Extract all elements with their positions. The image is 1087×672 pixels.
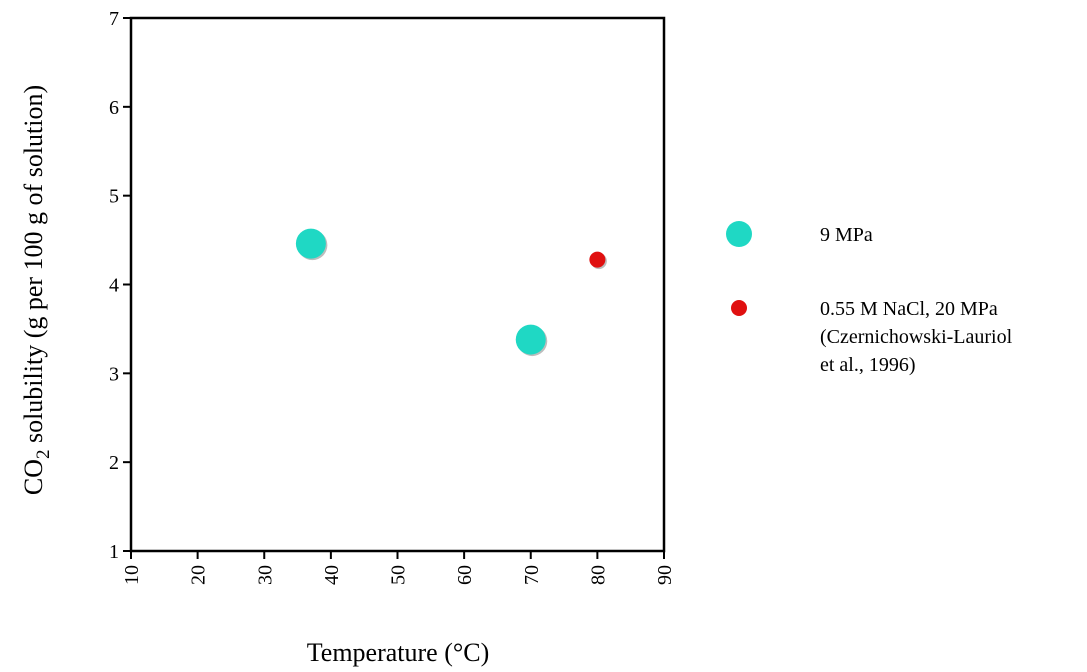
data-point-series-0 [515,324,546,355]
legend-label-nacl-line3: et al., 1996) [820,354,916,376]
y-axis-title-sub: 2 [33,450,54,460]
y-tick-label: 3 [109,363,119,385]
y-tick-label: 7 [109,8,119,30]
x-tick-label: 20 [188,565,210,585]
legend-label-nacl-line2: (Czernichowski-Lauriol [820,326,1013,348]
y-tick-label: 2 [109,452,119,474]
x-axis-title: Temperature (°C) [307,638,490,667]
legend: 9 MPa 0.55 M NaCl, 20 MPa (Czernichowski… [726,221,1013,376]
y-axis-title: CO2 solubility (g per 100 g of solution) [19,85,54,495]
data-points [295,228,607,357]
x-tick-label: 50 [388,565,410,585]
x-tick-label: 70 [521,565,543,585]
x-tick-label: 30 [254,565,276,585]
plot-frame [129,16,666,553]
y-axis-ticks: 1 2 3 4 5 6 7 [109,8,131,563]
x-tick-label: 60 [454,565,476,585]
x-tick-label: 90 [654,565,676,585]
legend-label-9mpa: 9 MPa [820,224,873,246]
x-tick-label: 10 [121,565,143,585]
x-tick-label: 80 [587,565,609,585]
y-axis-title-post: solubility (g per 100 g of solution) [19,85,48,450]
x-tick-label: 40 [321,565,343,585]
x-axis-ticks: 10 20 30 40 50 60 70 80 90 [121,551,676,585]
y-tick-label: 4 [109,275,119,297]
y-tick-label: 5 [109,186,119,208]
legend-marker-nacl [731,300,747,316]
y-tick-label: 1 [109,541,119,563]
y-axis-title-pre: CO [19,459,48,495]
y-tick-label: 6 [109,97,119,119]
legend-label-nacl-line1: 0.55 M NaCl, 20 MPa [820,298,998,320]
legend-marker-9mpa [726,221,752,247]
data-point-series-1 [589,251,606,268]
data-point-series-0 [295,228,326,259]
